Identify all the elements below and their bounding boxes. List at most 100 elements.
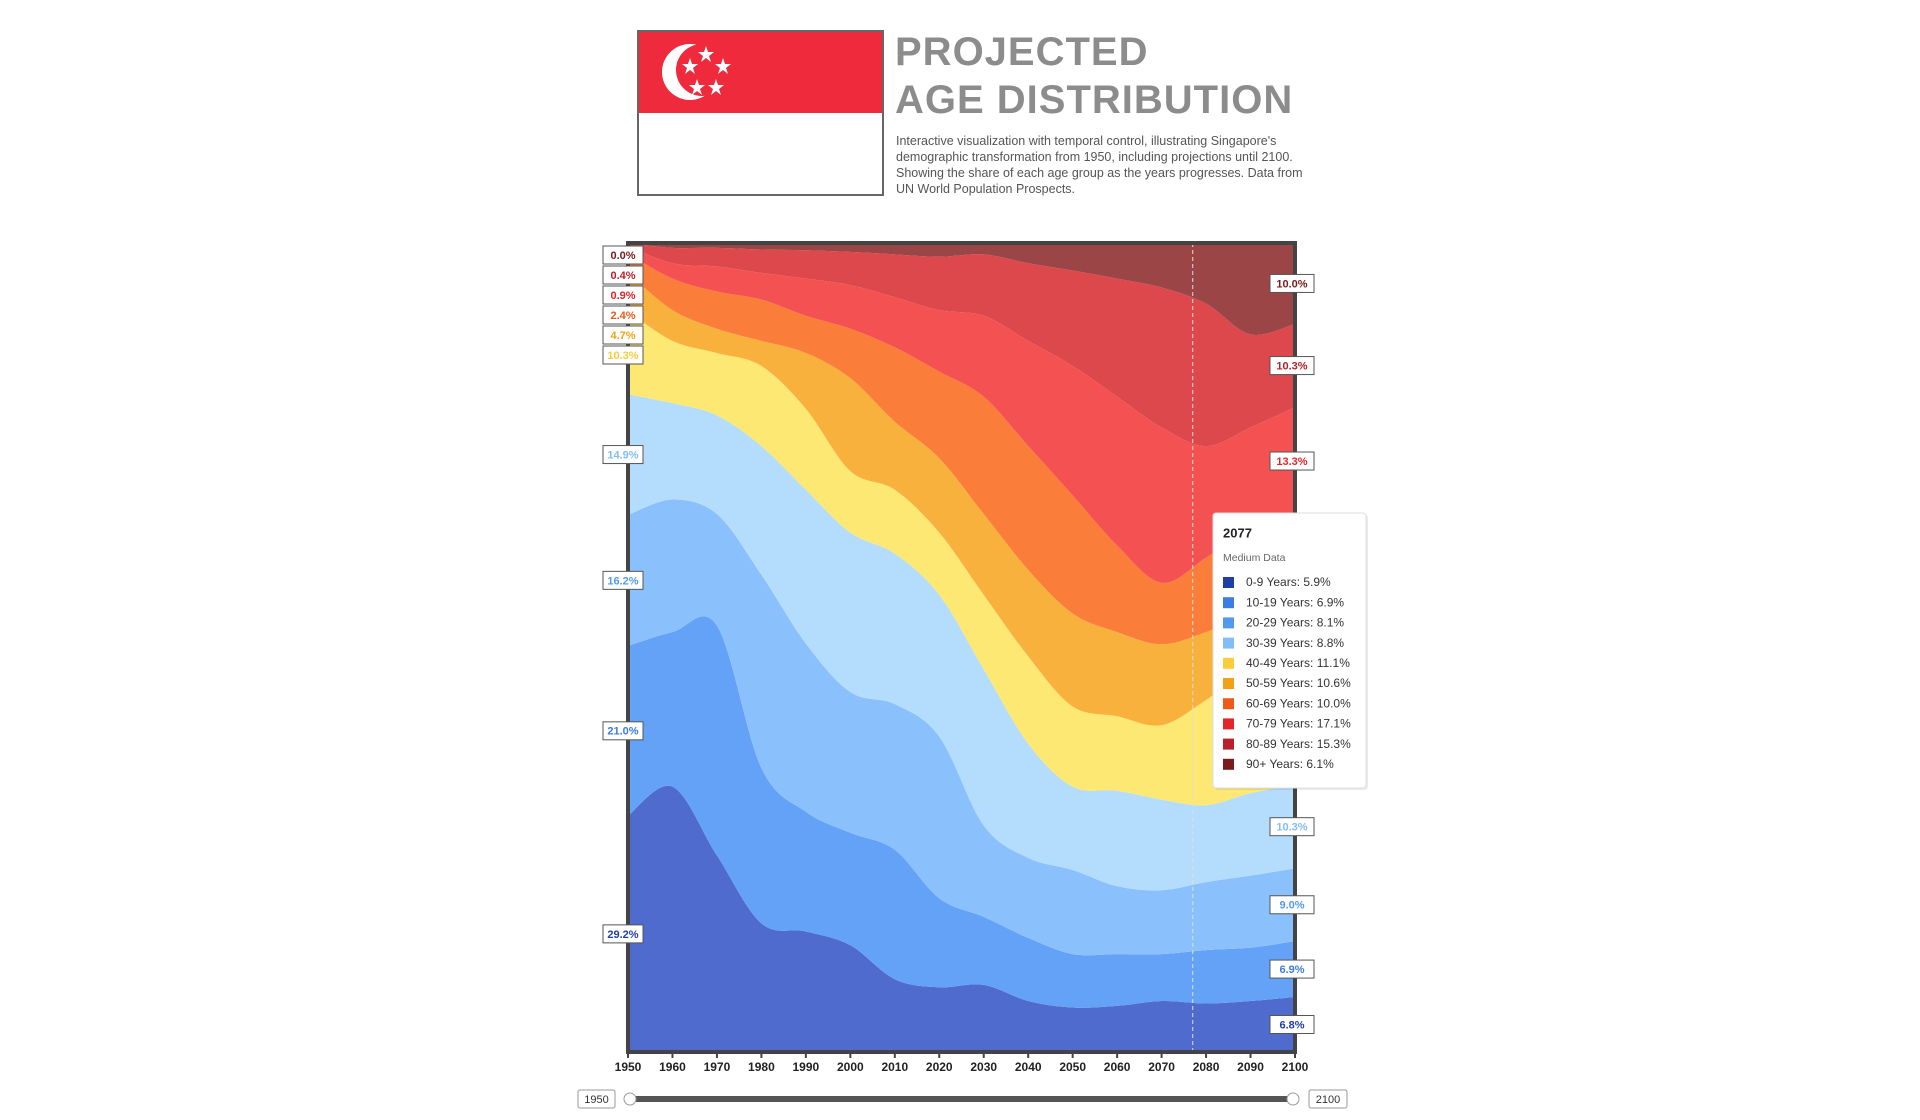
value-label-box: [602, 245, 644, 265]
value-label: 6.9%: [1279, 964, 1304, 976]
x-tick-label: 2030: [970, 1060, 997, 1074]
value-label: 16.2%: [607, 575, 638, 587]
value-label-box: [1269, 959, 1315, 979]
area: [628, 394, 1295, 891]
slider-thumb[interactable]: [623, 1092, 637, 1106]
value-label-box: [1269, 1014, 1315, 1034]
value-label: 9.0%: [1279, 900, 1304, 912]
area: [628, 243, 1295, 336]
area: [628, 272, 1295, 726]
value-label-box: [602, 345, 644, 365]
area: [628, 785, 1295, 1052]
value-label-box: [602, 325, 644, 345]
area: [628, 499, 1295, 956]
tooltip-swatch: [1223, 698, 1234, 710]
slider-max: 2100: [1316, 1094, 1340, 1106]
tooltip-item: 10-19 Years: 6.9%: [1246, 595, 1344, 609]
tooltip-swatch: [1223, 678, 1234, 689]
value-label: 13.3%: [1276, 456, 1307, 468]
value-label-box: [1269, 451, 1315, 471]
flag: [637, 30, 884, 196]
value-label: 14.9%: [607, 449, 638, 461]
value-label: 2.4%: [610, 310, 635, 322]
value-label: 10.3%: [607, 350, 638, 362]
x-tick-label: 1950: [615, 1060, 642, 1074]
tooltip-item: 90+ Years: 6.1%: [1246, 757, 1334, 771]
area: [628, 243, 1295, 447]
value-label-box: [602, 721, 644, 741]
value-label: 6.8%: [1279, 1019, 1304, 1031]
tooltip-swatch: [1223, 637, 1234, 649]
slider-track: [628, 1096, 1295, 1102]
tooltip-item: 60-69 Years: 10.0%: [1246, 696, 1351, 710]
title: PROJECTED AGE DISTRIBUTION: [895, 28, 1293, 124]
tooltip-swatch: [1223, 617, 1234, 629]
flag-stars: [682, 46, 731, 95]
value-label-box: [1269, 273, 1315, 293]
x-tick-label: 2010: [881, 1060, 908, 1074]
value-label-box: [602, 924, 644, 944]
value-label: 0.0%: [610, 250, 635, 262]
tooltip-swatch: [1223, 738, 1234, 750]
x-tick-label: 2070: [1148, 1060, 1175, 1074]
star: [708, 79, 724, 95]
tooltip-swatch: [1223, 577, 1234, 588]
value-label: 29.2%: [607, 929, 638, 941]
x-tick-label: 2100: [1282, 1060, 1309, 1074]
slider-label-box: [577, 1089, 616, 1109]
tooltip-item: 30-39 Years: 8.8%: [1246, 636, 1344, 650]
x-tick-label: 2060: [1104, 1060, 1131, 1074]
flag-border: [637, 30, 884, 196]
slider-label-box: [1308, 1089, 1348, 1109]
value-label-box: [1269, 817, 1315, 837]
value-label: 21.0%: [607, 726, 638, 738]
star: [689, 79, 705, 95]
star: [698, 46, 714, 62]
flag-white: [638, 113, 883, 195]
tooltip-subtitle: Medium Data: [1223, 552, 1286, 564]
value-label: 10.3%: [1276, 360, 1307, 372]
tooltip-item: 40-49 Years: 11.1%: [1246, 656, 1350, 670]
value-label-box: [1269, 356, 1315, 376]
value-label-box: [602, 570, 644, 590]
value-label: 0.9%: [610, 290, 635, 302]
area: [628, 310, 1295, 806]
tooltip-item: 20-29 Years: 8.1%: [1246, 616, 1344, 630]
x-tick-label: 1960: [659, 1060, 686, 1074]
x-tick-label: 2090: [1237, 1060, 1264, 1074]
value-label: 10.0%: [1276, 278, 1307, 290]
tooltip-swatch: [1223, 657, 1234, 669]
value-label-box: [1269, 895, 1315, 915]
x-tick-label: 2040: [1015, 1060, 1042, 1074]
x-tick-label: 1990: [793, 1060, 820, 1074]
area: [628, 246, 1295, 583]
x-tick-label: 2020: [926, 1060, 953, 1074]
value-label-box: [602, 445, 644, 465]
value-label-box: [602, 305, 644, 325]
x-tick-label: 2050: [1059, 1060, 1086, 1074]
tooltip-item: 80-89 Years: 15.3%: [1246, 737, 1351, 751]
value-label-box: [602, 265, 644, 285]
title-line: AGE DISTRIBUTION: [895, 78, 1294, 122]
tooltip: [1212, 512, 1367, 789]
area: [628, 616, 1295, 1008]
value-label-box: [602, 285, 644, 305]
tooltip-item: 0-9 Years: 5.9%: [1246, 575, 1331, 589]
tooltip-item: 50-59 Years: 10.6%: [1246, 676, 1351, 690]
tooltip-swatch: [1223, 597, 1234, 609]
tooltip-swatch: [1223, 758, 1234, 770]
subtitle: Interactive visualization with temporal …: [896, 134, 1303, 196]
slider-thumb[interactable]: [1286, 1092, 1300, 1106]
value-label: 4.7%: [610, 330, 635, 342]
tooltip-title: 2077: [1223, 525, 1252, 540]
plot: 1950 1960 1970 1980 1990 2000 2010 2020 2030 2040…: [577, 241, 1368, 1109]
tooltip-item: 70-79 Years: 17.1%: [1246, 717, 1351, 731]
slider-min: 1950: [584, 1094, 608, 1106]
x-tick-label: 1970: [704, 1060, 731, 1074]
value-label: 10.3%: [1276, 822, 1307, 834]
star: [715, 58, 731, 74]
area: [628, 253, 1295, 645]
value-label: 0.4%: [610, 270, 635, 282]
